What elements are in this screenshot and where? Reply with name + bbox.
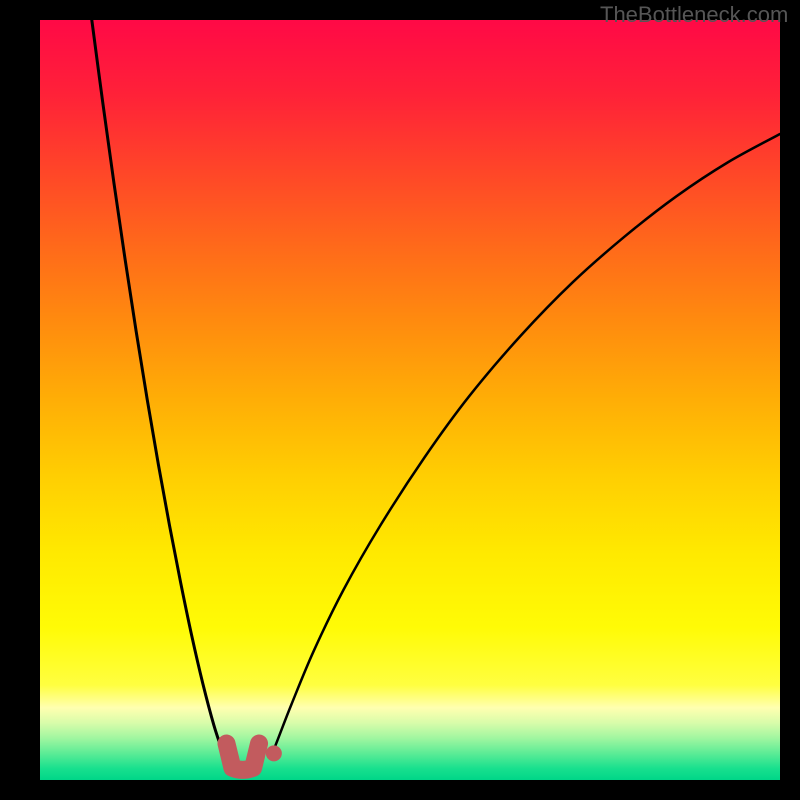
plot-background [40, 20, 780, 780]
bottom-dot-marker [266, 745, 282, 761]
chart-svg [0, 0, 800, 800]
chart-root: TheBottleneck.com [0, 0, 800, 800]
